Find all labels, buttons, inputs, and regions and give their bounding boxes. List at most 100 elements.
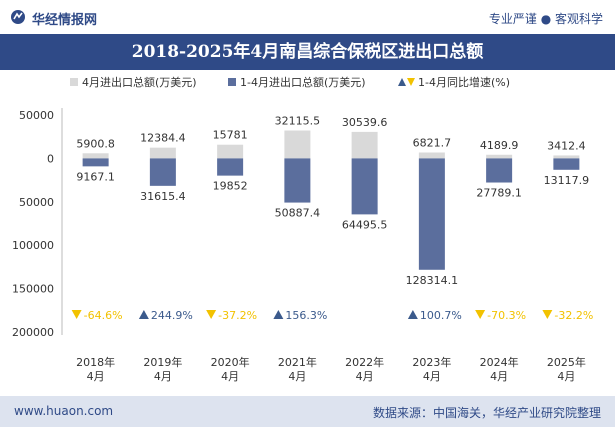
bar-cumulative xyxy=(149,158,176,186)
x-tick-label-line: 4月 xyxy=(221,370,239,383)
bar-april xyxy=(351,131,378,159)
chart-title: 2018-2025年4月南昌综合保税区进出口总额 xyxy=(131,42,484,62)
value-label-cumulative: 128314.1 xyxy=(406,274,459,287)
legend-triangle-down-icon xyxy=(407,78,415,86)
bar-april xyxy=(486,154,513,159)
value-label-april: 30539.6 xyxy=(342,116,388,129)
x-tick-label: 2018年 4月 xyxy=(76,355,115,383)
x-tick-label: 2024年 4月 xyxy=(480,355,519,383)
growth-up-triangle-icon xyxy=(138,310,149,319)
legend-label-april: 4月进出口总额(万美元) xyxy=(82,75,197,89)
x-tick-label-line: 2018年 xyxy=(76,355,115,369)
bar-cumulative xyxy=(553,158,580,170)
x-tick-label-line: 2019年 xyxy=(143,355,182,369)
bar-cumulative xyxy=(217,158,244,176)
bar-cumulative xyxy=(82,158,109,167)
chart-area: 4月进出口总额(万美元) 1-4月进出口总额(万美元) 1-4月同比增速(%) 50… xyxy=(12,75,593,383)
x-tick-label: 2021年 4月 xyxy=(278,355,317,383)
x-tick-label-line: 4月 xyxy=(87,370,105,383)
value-label-cumulative: 27789.1 xyxy=(476,187,522,200)
x-tick-label-line: 4月 xyxy=(356,370,374,383)
x-tick-label: 2023年 4月 xyxy=(412,355,451,383)
value-label-cumulative: 50887.4 xyxy=(275,207,321,220)
x-tick-label-line: 2021年 xyxy=(278,355,317,369)
x-tick-label: 2022年 4月 xyxy=(345,355,384,383)
bar-april xyxy=(82,153,109,159)
website-link[interactable]: www.huaon.com xyxy=(14,404,114,418)
value-label-april: 4189.9 xyxy=(480,139,519,152)
top-bar: 华经情报网 专业严谨 ● 客观科学 xyxy=(0,0,615,34)
growth-label: -64.6% xyxy=(84,309,123,322)
x-tick-label-line: 2022年 xyxy=(345,355,384,369)
x-tick-label-line: 2023年 xyxy=(412,355,451,369)
y-tick-label: 50000 xyxy=(19,109,54,122)
x-tick-label-line: 4月 xyxy=(423,370,441,383)
growth-label: 156.3% xyxy=(285,309,327,322)
bar-april xyxy=(553,155,580,159)
x-tick-label-line: 2020年 xyxy=(211,355,250,369)
chart-legend: 4月进出口总额(万美元) 1-4月进出口总额(万美元) 1-4月同比增速(%) xyxy=(70,75,510,89)
y-tick-label: 0 xyxy=(47,152,54,165)
value-label-cumulative: 31615.4 xyxy=(140,190,186,203)
value-label-cumulative: 13117.9 xyxy=(544,174,590,187)
growth-label: 100.7% xyxy=(420,309,462,322)
growth-label: -70.3% xyxy=(487,309,526,322)
legend-swatch-cumulative xyxy=(228,78,236,86)
x-tick-label-line: 2024年 xyxy=(480,355,519,369)
x-tick-label-line: 4月 xyxy=(490,370,508,383)
x-tick-label-line: 4月 xyxy=(288,370,306,383)
legend-label-growth: 1-4月同比增速(%) xyxy=(418,75,510,89)
title-bar: 2018-2025年4月南昌综合保税区进出口总额 xyxy=(0,34,615,70)
bar-cumulative xyxy=(486,158,513,183)
x-tick-label-line: 4月 xyxy=(557,370,575,383)
value-label-cumulative: 64495.5 xyxy=(342,218,388,231)
value-label-april: 15781 xyxy=(213,129,248,142)
x-tick-label: 2020年 4月 xyxy=(211,355,250,383)
footer-bar: www.huaon.com 数据来源：中国海关，华经产业研究院整理 xyxy=(0,396,615,427)
growth-label: -32.2% xyxy=(554,309,593,322)
bar-april xyxy=(217,144,244,159)
growth-up-triangle-icon xyxy=(407,310,418,319)
growth-label: 244.9% xyxy=(151,309,193,322)
value-label-april: 12384.4 xyxy=(140,132,186,145)
bar-april xyxy=(149,147,176,159)
x-tick-label-line: 2025年 xyxy=(547,355,586,369)
bar-april xyxy=(284,130,311,159)
bar-cumulative xyxy=(418,158,445,270)
growth-down-triangle-icon xyxy=(542,310,553,319)
growth-up-triangle-icon xyxy=(273,310,284,319)
y-tick-label: 200000 xyxy=(12,326,54,339)
value-label-april: 5900.8 xyxy=(76,137,115,150)
legend-triangle-up-icon xyxy=(398,78,406,86)
bar-cumulative xyxy=(351,158,378,215)
legend-label-cumulative: 1-4月进出口总额(万美元) xyxy=(240,75,366,89)
value-label-cumulative: 9167.1 xyxy=(76,170,115,183)
x-tick-label-line: 4月 xyxy=(154,370,172,383)
legend-swatch-april xyxy=(70,78,78,86)
growth-label: -37.2% xyxy=(218,309,257,322)
bar-april xyxy=(418,152,445,159)
value-label-april: 3412.4 xyxy=(547,139,586,152)
y-axis-ticks: 50000 0 50000 100000 150000 200000 xyxy=(12,109,54,339)
growth-down-triangle-icon xyxy=(475,310,486,319)
x-tick-label: 2019年 4月 xyxy=(143,355,182,383)
y-tick-label: 100000 xyxy=(12,239,54,252)
growth-labels-group: -64.6% 244.9% -37.2% 156.3% 100.7% -70.3% -32.… xyxy=(71,309,593,322)
y-tick-label: 50000 xyxy=(19,196,54,209)
value-labels-group: 5900.8 9167.1 12384.4 31615.4 15781 19852 3211… xyxy=(76,115,589,287)
growth-down-triangle-icon xyxy=(206,310,217,319)
y-tick-label: 150000 xyxy=(12,283,54,296)
brand-slogan: 专业严谨 ● 客观科学 xyxy=(488,12,603,26)
data-source: 数据来源：中国海关，华经产业研究院整理 xyxy=(372,406,601,420)
bar-cumulative xyxy=(284,158,311,203)
value-label-april: 6821.7 xyxy=(413,136,452,149)
value-label-cumulative: 19852 xyxy=(213,180,248,193)
bars-group xyxy=(82,130,580,270)
huajing-logo-icon xyxy=(11,10,25,24)
x-tick-label: 2025年 4月 xyxy=(547,355,586,383)
growth-down-triangle-icon xyxy=(71,310,82,319)
value-label-april: 32115.5 xyxy=(275,115,321,128)
brand-name: 华经情报网 xyxy=(32,13,98,28)
